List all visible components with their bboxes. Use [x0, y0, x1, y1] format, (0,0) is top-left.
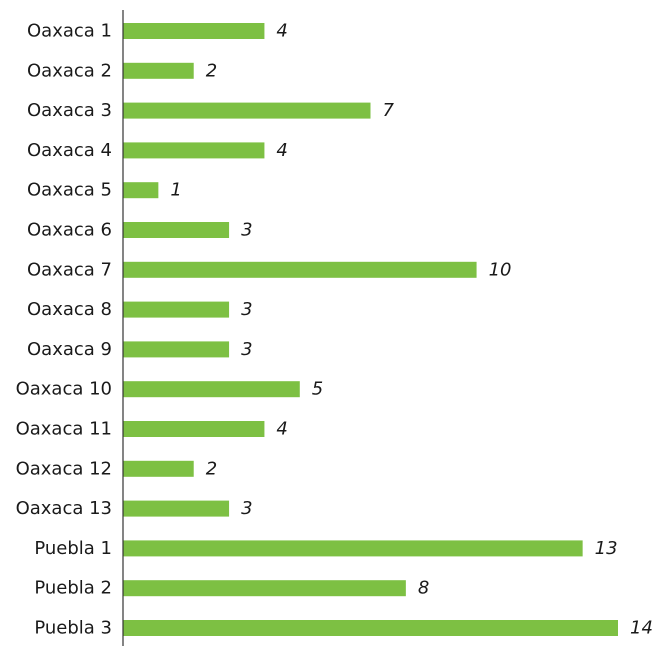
bar — [123, 421, 265, 437]
category-label: Oaxaca 13 — [16, 498, 112, 519]
value-label: 4 — [276, 21, 287, 42]
bar — [123, 261, 477, 278]
value-label: 3 — [241, 299, 252, 320]
value-label: 3 — [241, 339, 252, 360]
bar — [123, 500, 230, 517]
category-label: Oaxaca 6 — [27, 220, 112, 241]
category-label: Oaxaca 5 — [27, 180, 112, 201]
value-label: 2 — [206, 60, 217, 81]
bar — [123, 62, 194, 79]
value-label: 8 — [418, 578, 429, 599]
category-label: Oaxaca 12 — [16, 458, 112, 479]
category-label: Oaxaca 4 — [27, 140, 112, 161]
bar — [123, 341, 230, 358]
value-label: 1 — [170, 180, 181, 201]
category-label: Oaxaca 3 — [27, 100, 112, 121]
category-label: Oaxaca 7 — [27, 259, 112, 280]
category-label: Puebla 1 — [34, 538, 112, 559]
bar — [123, 222, 230, 238]
value-label: 5 — [312, 379, 323, 400]
bar — [123, 301, 230, 318]
value-label: 3 — [241, 498, 252, 519]
value-label: 4 — [276, 140, 287, 161]
category-label: Oaxaca 11 — [16, 419, 112, 440]
value-label: 14 — [630, 618, 653, 639]
value-label: 4 — [276, 419, 287, 440]
category-label: Oaxaca 1 — [27, 21, 112, 42]
bar — [123, 620, 618, 636]
bar — [123, 540, 583, 557]
value-label: 7 — [383, 100, 395, 121]
value-label: 13 — [595, 538, 618, 559]
value-label: 3 — [241, 220, 252, 241]
bar — [123, 381, 300, 398]
bar — [123, 182, 159, 199]
bar — [123, 23, 265, 39]
category-label: Oaxaca 10 — [16, 379, 112, 400]
value-label: 2 — [206, 458, 217, 479]
category-label: Oaxaca 8 — [27, 299, 112, 320]
category-label: Puebla 2 — [34, 578, 112, 599]
bar — [123, 580, 406, 597]
category-label: Oaxaca 2 — [27, 60, 112, 81]
value-label: 10 — [489, 259, 512, 280]
category-label: Puebla 3 — [34, 618, 112, 639]
bar — [123, 142, 265, 159]
category-labels-layer: Oaxaca 1 Oaxaca 2 Oaxaca 3 Oaxaca 4 Oaxaca 5… — [16, 21, 112, 639]
bar — [123, 460, 194, 477]
bar — [123, 102, 371, 119]
bars-layer — [123, 23, 618, 636]
category-label: Oaxaca 9 — [27, 339, 112, 360]
